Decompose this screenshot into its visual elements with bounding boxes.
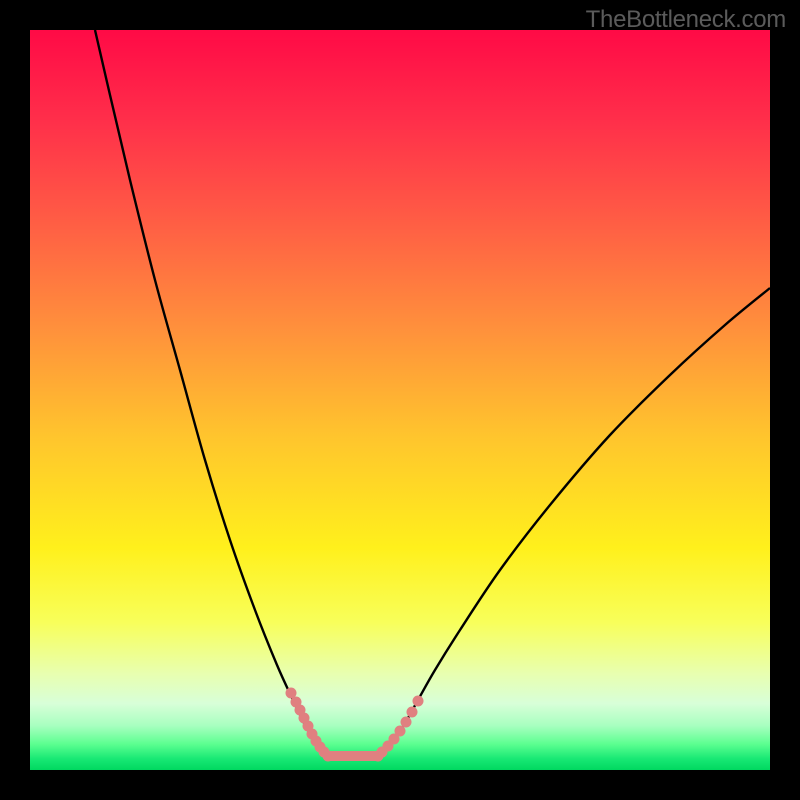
marker-point xyxy=(323,751,334,762)
markers-group xyxy=(286,688,424,762)
marker-point xyxy=(395,726,406,737)
marker-point xyxy=(413,696,424,707)
left-curve xyxy=(95,30,328,756)
marker-point xyxy=(407,707,418,718)
marker-point xyxy=(401,717,412,728)
chart-svg xyxy=(30,30,770,770)
plot-area xyxy=(30,30,770,770)
right-curve xyxy=(378,288,770,756)
